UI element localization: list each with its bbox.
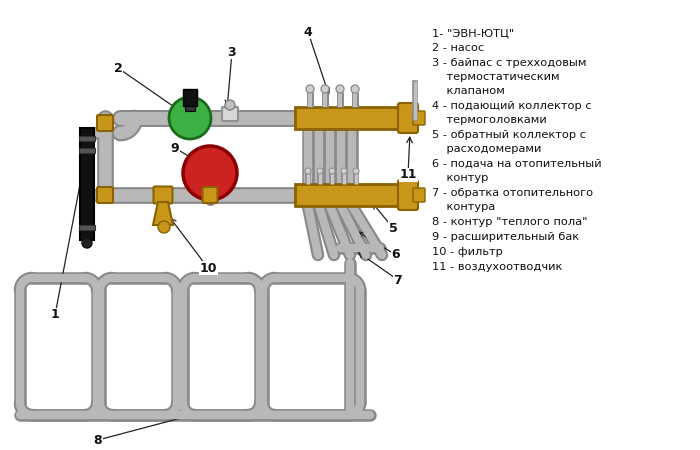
Text: контур: контур xyxy=(432,173,489,183)
Text: 2: 2 xyxy=(113,62,122,75)
Text: 8: 8 xyxy=(94,433,102,446)
Circle shape xyxy=(336,85,344,93)
Bar xyxy=(185,106,195,111)
Bar xyxy=(295,107,400,129)
FancyBboxPatch shape xyxy=(398,180,418,210)
Text: клапаном: клапаном xyxy=(432,86,505,96)
Circle shape xyxy=(306,85,314,93)
Text: 5: 5 xyxy=(389,221,398,234)
FancyBboxPatch shape xyxy=(222,107,238,121)
Text: 3 - байпас с трехходовым: 3 - байпас с трехходовым xyxy=(432,58,587,68)
Circle shape xyxy=(305,168,311,174)
FancyBboxPatch shape xyxy=(398,103,418,133)
FancyBboxPatch shape xyxy=(97,187,113,203)
Polygon shape xyxy=(153,202,173,225)
Text: термостатическим: термостатическим xyxy=(432,72,559,82)
Circle shape xyxy=(82,238,92,248)
Text: 2 - насос: 2 - насос xyxy=(432,43,484,53)
Circle shape xyxy=(183,146,237,200)
Bar xyxy=(79,225,95,230)
Text: 6: 6 xyxy=(392,248,400,261)
Text: термоголовками: термоголовками xyxy=(432,115,547,125)
Text: контура: контура xyxy=(432,202,496,212)
Text: 1: 1 xyxy=(50,309,60,321)
FancyBboxPatch shape xyxy=(413,188,425,202)
Text: 4 - подающий коллектор с: 4 - подающий коллектор с xyxy=(432,101,592,111)
Circle shape xyxy=(353,168,359,174)
Circle shape xyxy=(341,168,347,174)
Text: 6 - подача на отопительный: 6 - подача на отопительный xyxy=(432,159,601,169)
Circle shape xyxy=(317,168,323,174)
Circle shape xyxy=(225,100,235,110)
Text: 7: 7 xyxy=(393,274,402,287)
FancyBboxPatch shape xyxy=(202,187,218,203)
Text: 10 - фильтр: 10 - фильтр xyxy=(432,247,503,257)
Circle shape xyxy=(329,168,335,174)
Text: расходомерами: расходомерами xyxy=(432,144,541,154)
Text: 9: 9 xyxy=(171,141,179,154)
Text: 10: 10 xyxy=(199,261,217,274)
Bar xyxy=(79,148,95,153)
Text: 1- "ЭВН-ЮТЦ": 1- "ЭВН-ЮТЦ" xyxy=(432,28,514,38)
FancyBboxPatch shape xyxy=(413,111,425,125)
Circle shape xyxy=(321,85,329,93)
Text: 4: 4 xyxy=(304,26,312,39)
Text: 8 - контур "теплого пола": 8 - контур "теплого пола" xyxy=(432,217,587,227)
FancyBboxPatch shape xyxy=(97,115,113,131)
Text: 11: 11 xyxy=(399,168,416,181)
Circle shape xyxy=(158,221,170,233)
Bar xyxy=(80,128,94,240)
FancyBboxPatch shape xyxy=(153,186,172,203)
Text: 3: 3 xyxy=(228,45,237,58)
Circle shape xyxy=(351,85,359,93)
Bar xyxy=(183,89,197,106)
Bar xyxy=(79,136,95,141)
Text: 9 - расширительный бак: 9 - расширительный бак xyxy=(432,232,579,242)
Circle shape xyxy=(169,97,211,139)
Text: 5 - обратный коллектор с: 5 - обратный коллектор с xyxy=(432,130,586,140)
Text: 11 - воздухоотводчик: 11 - воздухоотводчик xyxy=(432,262,562,272)
Text: 7 - обратка отопительного: 7 - обратка отопительного xyxy=(432,188,593,198)
Bar xyxy=(295,184,400,206)
